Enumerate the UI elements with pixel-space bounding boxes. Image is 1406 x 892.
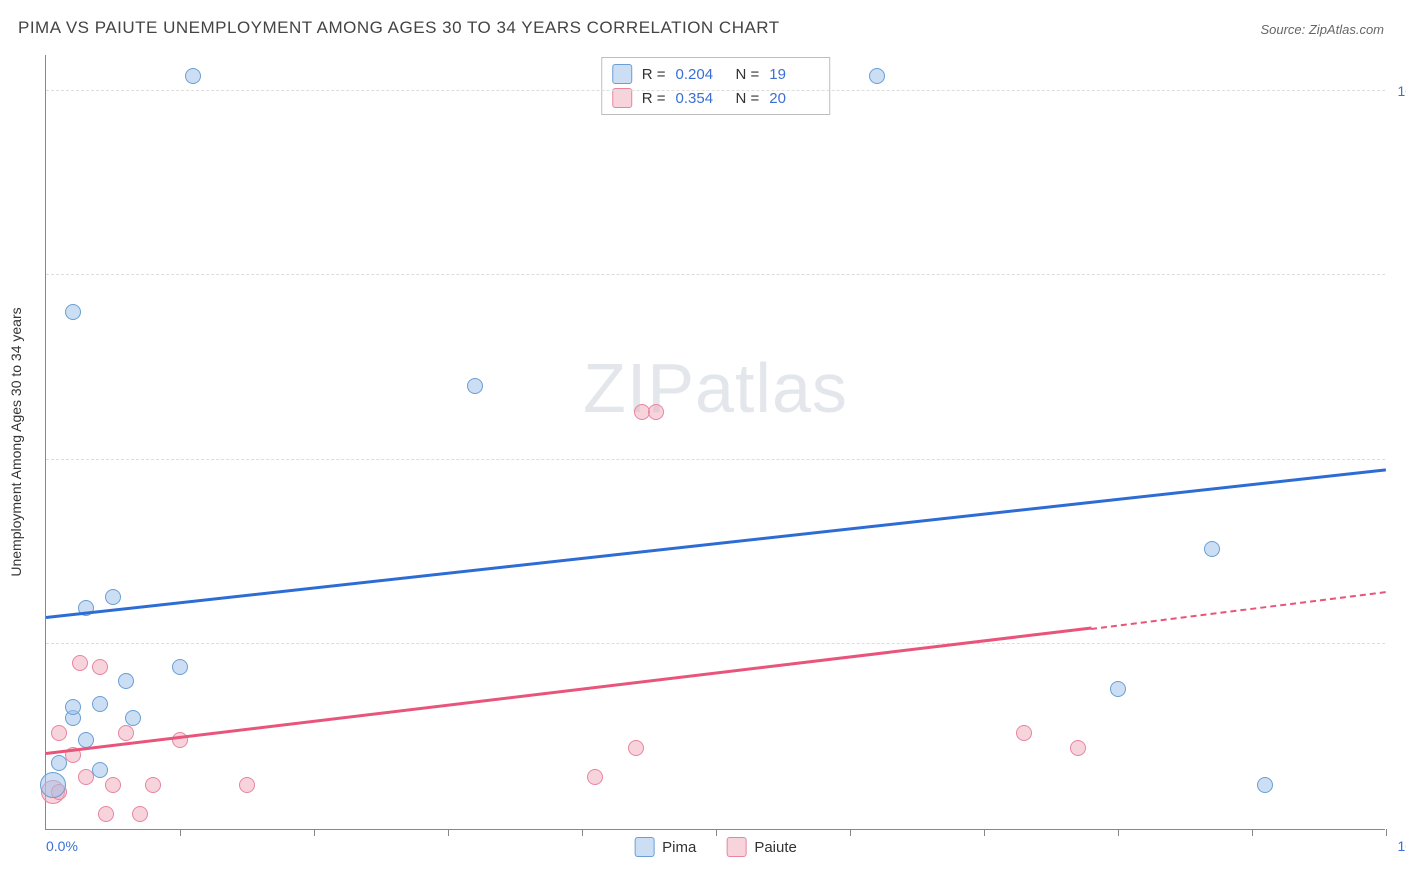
paiute-swatch-icon	[726, 837, 746, 857]
x-tick	[448, 829, 449, 836]
r-label: R =	[642, 66, 666, 83]
x-tick	[1118, 829, 1119, 836]
legend-row-pima: R = 0.204 N = 19	[612, 62, 820, 86]
x-tick	[1386, 829, 1387, 836]
x-tick	[180, 829, 181, 836]
y-axis-label: Unemployment Among Ages 30 to 34 years	[8, 307, 24, 576]
x-tick	[314, 829, 315, 836]
paiute-point	[239, 777, 255, 793]
x-tick	[850, 829, 851, 836]
regression-line	[46, 468, 1386, 619]
x-max-label: 100.0%	[1398, 838, 1406, 854]
chart-title: PIMA VS PAIUTE UNEMPLOYMENT AMONG AGES 3…	[18, 18, 780, 38]
paiute-point	[1070, 740, 1086, 756]
paiute-point	[628, 740, 644, 756]
paiute-swatch-icon	[612, 88, 632, 108]
x-tick	[1252, 829, 1253, 836]
y-tick-label: 100.0%	[1398, 83, 1406, 99]
x-tick	[582, 829, 583, 836]
pima-point	[65, 699, 81, 715]
regression-line	[1091, 591, 1386, 630]
pima-point	[92, 762, 108, 778]
legend-item-paiute: Paiute	[726, 837, 797, 857]
paiute-point	[98, 806, 114, 822]
correlation-legend: R = 0.204 N = 19 R = 0.354 N = 20	[601, 57, 831, 115]
paiute-point	[145, 777, 161, 793]
paiute-label: Paiute	[754, 839, 797, 856]
paiute-point	[132, 806, 148, 822]
n-label: N =	[736, 66, 760, 83]
paiute-point	[51, 725, 67, 741]
paiute-point	[72, 655, 88, 671]
paiute-point	[92, 659, 108, 675]
pima-point	[51, 755, 67, 771]
paiute-point	[118, 725, 134, 741]
pima-point	[118, 673, 134, 689]
pima-label: Pima	[662, 839, 696, 856]
pima-point	[105, 589, 121, 605]
pima-point	[1110, 681, 1126, 697]
scatter-chart: Unemployment Among Ages 30 to 34 years 0…	[45, 55, 1385, 830]
pima-point	[869, 68, 885, 84]
pima-point	[92, 696, 108, 712]
x-tick	[716, 829, 717, 836]
watermark: ZIPatlas	[583, 348, 848, 428]
pima-swatch-icon	[634, 837, 654, 857]
pima-point	[125, 710, 141, 726]
n-label: N =	[736, 90, 760, 107]
regression-line	[46, 627, 1092, 755]
r-label: R =	[642, 90, 666, 107]
paiute-n-value: 20	[769, 90, 819, 107]
legend-item-pima: Pima	[634, 837, 696, 857]
pima-point	[1204, 541, 1220, 557]
pima-point	[1257, 777, 1273, 793]
x-tick	[984, 829, 985, 836]
paiute-point	[105, 777, 121, 793]
paiute-r-value: 0.354	[676, 90, 726, 107]
gridline	[46, 643, 1385, 644]
pima-point	[172, 659, 188, 675]
paiute-point	[648, 404, 664, 420]
pima-point	[40, 772, 66, 798]
gridline	[46, 274, 1385, 275]
pima-point	[185, 68, 201, 84]
pima-point	[65, 304, 81, 320]
series-legend: Pima Paiute	[634, 837, 797, 857]
gridline	[46, 459, 1385, 460]
pima-r-value: 0.204	[676, 66, 726, 83]
paiute-point	[587, 769, 603, 785]
paiute-point	[1016, 725, 1032, 741]
x-origin-label: 0.0%	[46, 838, 78, 854]
gridline	[46, 90, 1385, 91]
pima-n-value: 19	[769, 66, 819, 83]
pima-point	[467, 378, 483, 394]
source-label: Source: ZipAtlas.com	[1260, 22, 1384, 37]
pima-swatch-icon	[612, 64, 632, 84]
